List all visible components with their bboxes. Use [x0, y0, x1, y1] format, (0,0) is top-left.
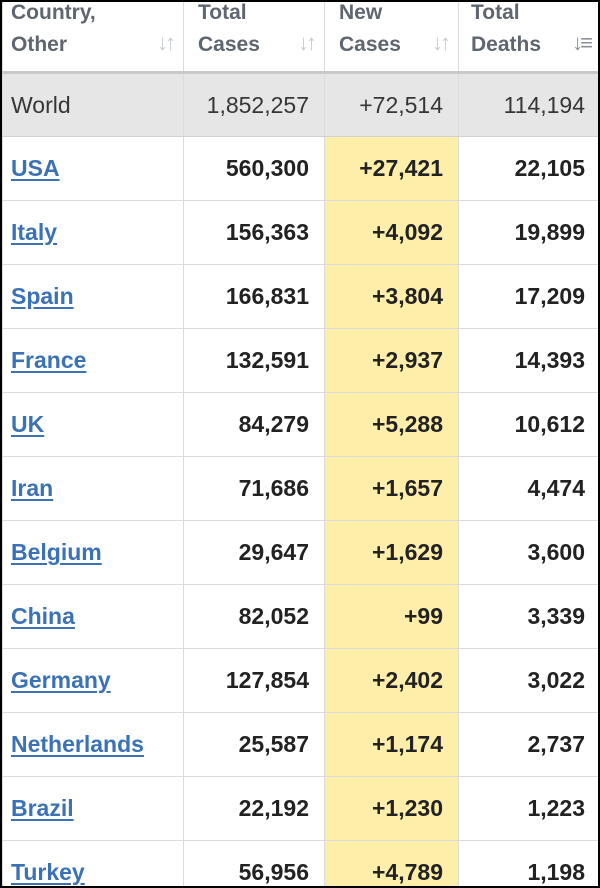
new-cases-cell: +4,789	[324, 840, 459, 886]
total-cases-cell: 56,956	[183, 840, 325, 886]
total-deaths-cell: 4,474	[458, 456, 598, 521]
country-cell: China	[2, 584, 184, 649]
country-link[interactable]: Spain	[11, 283, 74, 309]
table-row: China 82,052 +99 3,339	[2, 584, 598, 649]
country-cell: Spain	[2, 264, 184, 329]
total-deaths-cell: 3,022	[458, 648, 598, 713]
country-link[interactable]: Italy	[11, 219, 58, 245]
table-row: Spain 166,831 +3,804 17,209	[2, 264, 598, 329]
total-cases-cell: 82,052	[183, 584, 325, 649]
country-cell: Italy	[2, 200, 184, 265]
world-total-cases-cell: 1,852,257	[183, 72, 325, 137]
total-deaths-cell: 22,105	[458, 136, 598, 201]
total-cases-cell: 166,831	[183, 264, 325, 329]
header-country-other[interactable]: Country, Other ↓↑	[2, 0, 184, 74]
country-link[interactable]: USA	[11, 155, 60, 181]
total-cases-cell: 25,587	[183, 712, 325, 777]
new-cases-cell: +1,174	[324, 712, 459, 777]
country-cell: USA	[2, 136, 184, 201]
country-cell: Iran	[2, 456, 184, 521]
new-cases-cell: +1,629	[324, 520, 459, 585]
total-deaths-cell: 1,198	[458, 840, 598, 886]
total-cases-cell: 132,591	[183, 328, 325, 393]
total-deaths-cell: 19,899	[458, 200, 598, 265]
total-cases-cell: 560,300	[183, 136, 325, 201]
header-label: Total Cases	[198, 0, 260, 56]
total-deaths-cell: 14,393	[458, 328, 598, 393]
new-cases-cell: +4,092	[324, 200, 459, 265]
country-cell: Belgium	[2, 520, 184, 585]
sort-icon[interactable]: ↓↑	[157, 30, 176, 55]
table-row: Brazil 22,192 +1,230 1,223	[2, 776, 598, 841]
total-cases-cell: 156,363	[183, 200, 325, 265]
new-cases-cell: +1,657	[324, 456, 459, 521]
table-body: World 1,852,257 +72,514 114,194 USA 560,3…	[2, 72, 598, 886]
world-new-cases-cell: +72,514	[324, 72, 459, 137]
header-label: Total Deaths	[471, 0, 542, 56]
total-deaths-cell: 1,223	[458, 776, 598, 841]
header-total-cases[interactable]: Total Cases ↓↑	[183, 0, 325, 74]
country-cell: France	[2, 328, 184, 393]
total-cases-cell: 29,647	[183, 520, 325, 585]
country-link[interactable]: UK	[11, 411, 45, 437]
sort-desc-icon[interactable]: ↓≡	[572, 30, 593, 55]
country-cell: Turkey	[2, 840, 184, 886]
world-total-deaths-cell: 114,194	[458, 72, 598, 137]
table-row: UK 84,279 +5,288 10,612	[2, 392, 598, 457]
country-cell: Netherlands	[2, 712, 184, 777]
country-link[interactable]: Brazil	[11, 795, 74, 821]
country-cell: Brazil	[2, 776, 184, 841]
total-deaths-cell: 3,339	[458, 584, 598, 649]
table-row: Iran 71,686 +1,657 4,474	[2, 456, 598, 521]
country-link[interactable]: Iran	[11, 475, 54, 501]
new-cases-cell: +3,804	[324, 264, 459, 329]
country-link[interactable]: China	[11, 603, 75, 629]
total-deaths-cell: 3,600	[458, 520, 598, 585]
new-cases-cell: +2,402	[324, 648, 459, 713]
total-cases-cell: 84,279	[183, 392, 325, 457]
country-link[interactable]: Turkey	[11, 859, 85, 885]
country-link[interactable]: France	[11, 347, 87, 373]
total-deaths-cell: 2,737	[458, 712, 598, 777]
total-deaths-cell: 10,612	[458, 392, 598, 457]
new-cases-cell: +99	[324, 584, 459, 649]
header-row: Country, Other ↓↑ Total Cases ↓↑ New Cases …	[2, 0, 598, 74]
table-row: Italy 156,363 +4,092 19,899	[2, 200, 598, 265]
header-label: New Cases	[339, 0, 401, 56]
sort-icon[interactable]: ↓↑	[298, 30, 317, 55]
new-cases-cell: +2,937	[324, 328, 459, 393]
table-row: Netherlands 25,587 +1,174 2,737	[2, 712, 598, 777]
table-row: USA 560,300 +27,421 22,105	[2, 136, 598, 201]
total-cases-cell: 71,686	[183, 456, 325, 521]
world-country-cell: World	[2, 72, 184, 137]
table-header: Country, Other ↓↑ Total Cases ↓↑ New Cases …	[2, 0, 598, 74]
table-row: Turkey 56,956 +4,789 1,198	[2, 840, 598, 886]
table-row: Belgium 29,647 +1,629 3,600	[2, 520, 598, 585]
header-label: Country, Other	[11, 0, 96, 56]
new-cases-cell: +27,421	[324, 136, 459, 201]
table-row: France 132,591 +2,937 14,393	[2, 328, 598, 393]
total-cases-cell: 127,854	[183, 648, 325, 713]
country-link[interactable]: Netherlands	[11, 731, 144, 757]
total-cases-cell: 22,192	[183, 776, 325, 841]
country-cell: Germany	[2, 648, 184, 713]
country-link[interactable]: Germany	[11, 667, 111, 693]
table-row: Germany 127,854 +2,402 3,022	[2, 648, 598, 713]
new-cases-cell: +5,288	[324, 392, 459, 457]
country-cell: UK	[2, 392, 184, 457]
header-total-deaths[interactable]: Total Deaths ↓≡	[458, 0, 598, 74]
total-deaths-cell: 17,209	[458, 264, 598, 329]
sort-icon[interactable]: ↓↑	[432, 30, 451, 55]
country-link[interactable]: Belgium	[11, 539, 102, 565]
header-new-cases[interactable]: New Cases ↓↑	[324, 0, 459, 74]
world-total-row: World 1,852,257 +72,514 114,194	[2, 72, 598, 137]
new-cases-cell: +1,230	[324, 776, 459, 841]
